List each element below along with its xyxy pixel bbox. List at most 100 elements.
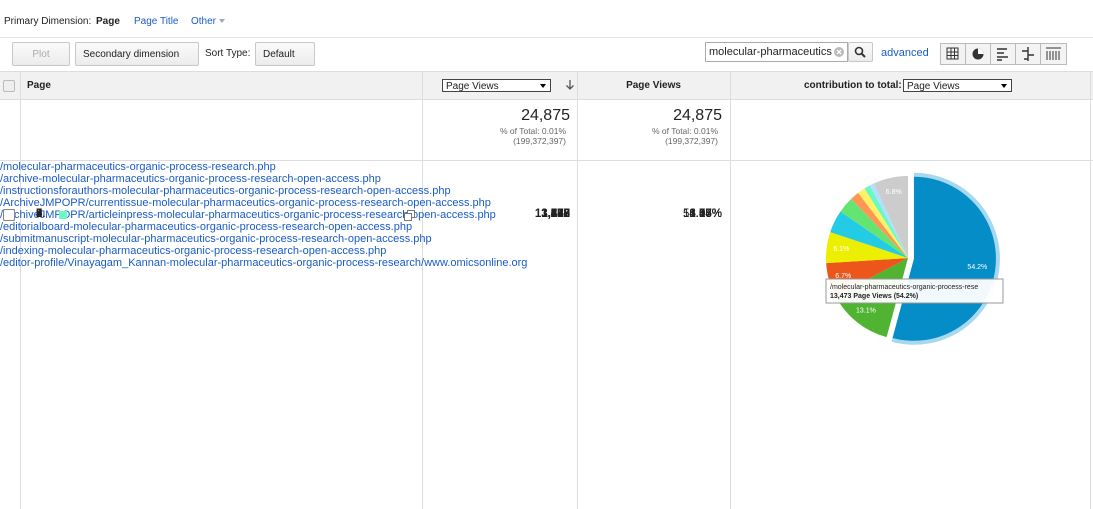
row-index: 4. (36, 208, 46, 220)
page-link[interactable]: /archive-molecular-pharmaceutics-organic… (0, 173, 381, 185)
metric-select-text: Page Views (446, 81, 499, 92)
divider (0, 160, 1093, 161)
page-link[interactable]: /editorialboard-molecular-pharmaceutics-… (0, 221, 413, 233)
primary-dimension-label: Primary Dimension: (4, 16, 92, 27)
open-link-icon[interactable] (404, 210, 415, 221)
pie-slice (869, 183, 908, 258)
row-index: 1. (36, 208, 46, 220)
row-index: 8. (36, 208, 46, 220)
row-checkbox[interactable] (3, 209, 15, 221)
secondary-dimension-button[interactable]: Secondary dimension (75, 42, 199, 81)
pie-slice (826, 232, 908, 264)
page-link[interactable]: /molecular-pharmaceutics-organic-process… (0, 161, 276, 173)
page-link[interactable]: /ArchiveJMPOPR/currentissue-molecular-ph… (0, 197, 491, 209)
metric-header[interactable]: Page Views (626, 80, 681, 91)
table-body: 1. /molecular-pharmaceutics-organic-proce… (0, 161, 1093, 269)
page-views: 13,473 (534, 208, 570, 220)
tooltip-box (825, 278, 1004, 304)
sort-type-button[interactable]: Default (255, 42, 315, 81)
total-percent: % of Total: 0.01% (652, 126, 718, 136)
search-text: molecular-pharmaceutics (709, 46, 832, 58)
column-divider (577, 71, 578, 509)
divider (0, 37, 1093, 38)
pie-slice (874, 176, 908, 258)
metric-select[interactable]: Page Views (442, 79, 551, 92)
slice-label: 54.2% (967, 264, 987, 271)
row-index: 5. (36, 208, 46, 220)
contribution-label: contribution to total: (804, 80, 902, 91)
pie-slice (864, 185, 908, 258)
page-views-percent: 6.07% (689, 208, 722, 220)
pie-slice (851, 192, 908, 258)
page-views-percent: 6.74% (689, 208, 722, 220)
sort-type-text: Default (263, 49, 295, 60)
search-icon (854, 46, 866, 58)
column-divider (730, 71, 731, 509)
total-percent: % of Total: 0.01% (500, 126, 566, 136)
page-link[interactable]: /submitmanuscript-molecular-pharmaceutic… (0, 233, 432, 245)
page-views: 456 (550, 208, 570, 220)
sort-type-label: Sort Type: (205, 48, 251, 59)
column-divider (20, 71, 21, 509)
plot-rows-button[interactable]: Plot Rows (12, 42, 70, 84)
contribution-pie: 54.2% 13.1% 6.7% 6.1% 6.8% /molecular-pharmac… (825, 172, 1004, 345)
page-views: 1,510 (541, 208, 570, 220)
page-views-percent: 1.15% (689, 208, 722, 220)
advanced-link[interactable]: advanced (881, 47, 929, 59)
page-views: 3,252 (541, 208, 570, 220)
sort-arrow[interactable] (565, 79, 575, 91)
pie-slice (858, 188, 908, 258)
page-views: 1,126 (541, 208, 570, 220)
page-views-percent: 13.07% (682, 208, 722, 220)
select-all-checkbox[interactable] (3, 80, 15, 92)
total-value: 24,875 (673, 107, 722, 124)
search-input[interactable]: molecular-pharmaceutics (705, 42, 848, 62)
total-cell: 24,875 % of Total: 0.01% (199,372,397) (577, 106, 722, 146)
tooltip-value: 13,473 Page Views (54.2%) (830, 293, 918, 300)
clear-icon[interactable] (834, 47, 844, 57)
search-button[interactable] (848, 42, 873, 62)
row-index: 7. (36, 208, 46, 220)
page-link[interactable]: /ArchiveJMPOPR/articleinpress-molecular-… (0, 209, 496, 221)
primary-option[interactable]: Other (191, 16, 226, 27)
page-link[interactable]: /indexing-molecular-pharmaceutics-organi… (0, 245, 387, 257)
total-value: 24,875 (521, 107, 570, 124)
row-index: 6. (36, 208, 46, 220)
page-header[interactable]: Page (27, 80, 51, 91)
page-views-percent: 54.16% (682, 208, 722, 220)
page-views-percent: 1.47% (689, 208, 722, 220)
column-divider (1090, 71, 1091, 509)
secondary-dimension-text: Secondary dimension (83, 49, 180, 60)
page-views: 787 (550, 208, 570, 220)
page-views: 1,676 (541, 208, 570, 220)
row-index: 9. (36, 208, 46, 220)
page-views: 366 (550, 208, 570, 220)
row-index: 3. (36, 208, 46, 220)
page-views-percent: 4.53% (689, 208, 722, 220)
slice-label: 6.7% (835, 273, 851, 280)
page-views-percent: 3.16% (689, 208, 722, 220)
page-views-percent: 1.83% (689, 208, 722, 220)
total-overall: (199,372,397) (513, 136, 566, 146)
slice-label: 6.8% (886, 189, 902, 196)
contribution-select-text: Page Views (907, 81, 960, 92)
page-views: 286 (550, 208, 570, 220)
slice-label: 13.1% (856, 307, 876, 314)
view-switcher[interactable] (940, 43, 1067, 65)
color-swatch (59, 211, 67, 219)
page-link[interactable]: /instructionsforauthors-molecular-pharma… (0, 185, 451, 197)
pie-slice (892, 176, 996, 341)
primary-option[interactable]: Page (96, 16, 120, 27)
contribution-select[interactable]: Page Views (903, 79, 1012, 92)
column-divider (422, 71, 423, 509)
pie-slice (830, 211, 908, 258)
page-link[interactable]: /editor-profile/Vinayagam_Kannan-molecul… (0, 257, 528, 269)
row-index: 2. (36, 208, 46, 220)
table-row: 9. /editor-profile/Vinayagam_Kannan-molec… (0, 208, 1093, 269)
tooltip-title: /molecular-pharmaceutics-organic-process… (830, 284, 978, 291)
total-overall: (199,372,397) (665, 136, 718, 146)
primary-option[interactable]: Page Title (134, 16, 179, 27)
pie-slice (840, 198, 908, 258)
primary-option-text: Other (191, 16, 217, 27)
